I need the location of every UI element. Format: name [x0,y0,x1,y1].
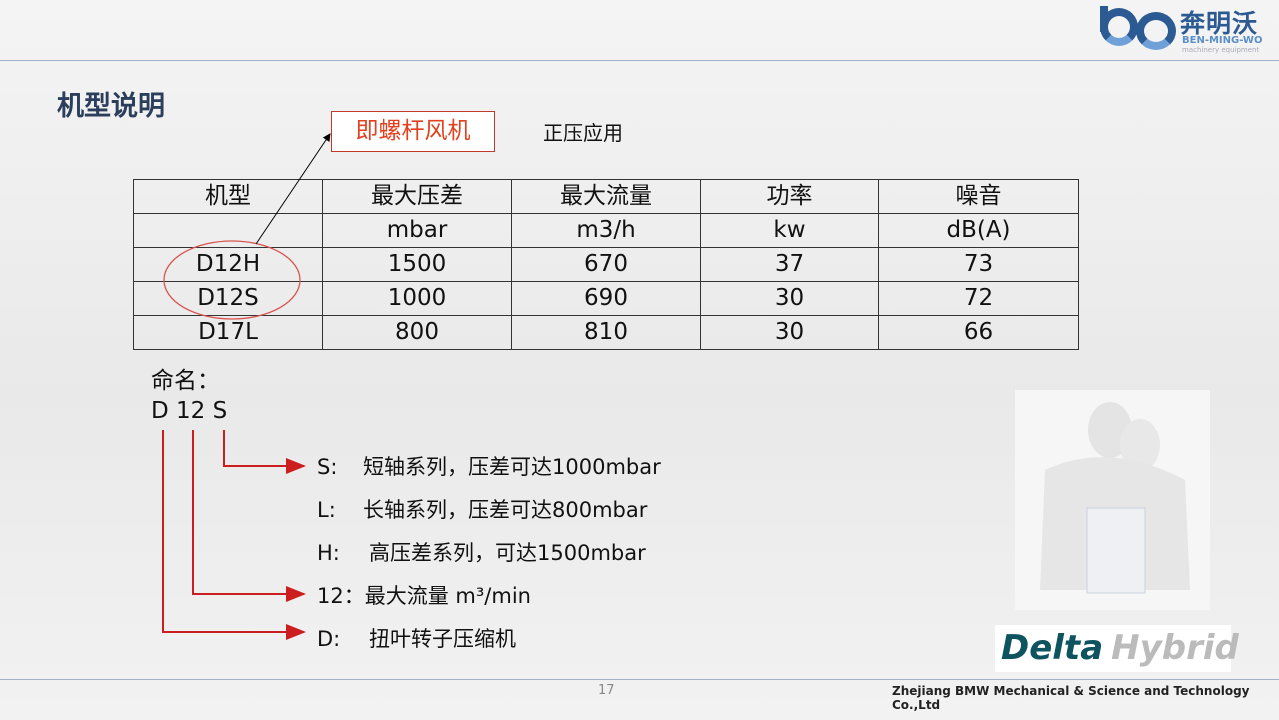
table-row: D12H 1500 670 37 73 [133,247,1079,282]
arrow-12 [192,430,306,602]
header-cell: 最大压差 [322,179,512,214]
unit-cell: mbar [322,213,512,248]
delta-hybrid-logo: Delta Hybrid [995,625,1239,672]
logo-en-text: BEN-MING-WO [1182,35,1263,46]
table-cell: 73 [878,247,1079,282]
specs-table: 机型 最大压差 最大流量 功率 噪音 mbar m3/h kw dB(A) D1… [133,179,1079,350]
legend-key: H: [317,541,340,565]
robot-image [1015,390,1210,610]
table-cell: D12S [133,281,323,316]
header-divider [0,60,1279,61]
table-cell: 690 [511,281,701,316]
table-cell: 72 [878,281,1079,316]
legend-item-s: S: 短轴系列，压差可达1000mbar [317,451,661,481]
company-name: Zhejiang BMW Mechanical & Science and Te… [892,684,1250,712]
header-cell: 最大流量 [511,179,701,214]
unit-cell: m3/h [511,213,701,248]
table-cell: 1000 [322,281,512,316]
naming-block: 命名： D 12 S [151,366,227,426]
legend-key: 12： [317,584,365,608]
callout-arrow [255,133,331,245]
header-cell: 功率 [700,179,879,214]
table-row: D17L 800 810 30 66 [133,315,1079,350]
logo-sub-text: machinery equipment [1182,46,1260,54]
slide-title: 机型说明 [57,91,165,122]
hybrid-text: Hybrid [1111,628,1239,668]
page-number: 17 [598,683,615,698]
table-cell: D17L [133,315,323,350]
arrow-s [223,430,306,474]
legend-item-l: L: 长轴系列，压差可达800mbar [317,494,647,524]
callout-box: 即螺杆风机 [331,111,495,152]
legend-item-12: 12：最大流量 m³/min [317,580,531,610]
highlight-ellipse [163,240,301,320]
legend-item-d: D: 扭叶转子压缩机 [317,623,516,653]
legend-key: D: [317,627,341,651]
delta-text: Delta [1001,628,1104,668]
table-cell: 66 [878,315,1079,350]
table-units-row: mbar m3/h kw dB(A) [133,213,1079,248]
header-cell: 机型 [133,179,323,214]
table-cell: 800 [322,315,512,350]
legend-key: S: [317,455,338,479]
logo-b-stem [1100,6,1108,32]
legend-text: 高压差系列，可达1500mbar [369,541,646,565]
table-row: D12S 1000 690 30 72 [133,281,1079,316]
application-note: 正压应用 [543,121,623,145]
legend-text: 最大流量 m³/min [364,584,531,608]
naming-label: 命名： [151,368,220,394]
legend-text: 扭叶转子压缩机 [369,627,516,651]
legend-item-h: H: 高压差系列，可达1500mbar [317,537,646,567]
table-cell: 670 [511,247,701,282]
table-cell: 810 [511,315,701,350]
logo-o-shape [1136,12,1176,50]
robot-illustration [1040,402,1190,594]
unit-cell [133,213,323,248]
legend-text: 短轴系列，压差可达1000mbar [363,455,661,479]
legend-text: 长轴系列，压差可达800mbar [363,498,648,522]
legend-key: L: [317,498,336,522]
table-cell: 1500 [322,247,512,282]
arrow-d [162,430,306,640]
company-logo: 奔明沃 BEN-MING-WO machinery equipment [1098,4,1276,56]
footer-divider [0,679,1279,680]
table-cell: 30 [700,281,879,316]
logo-cn-text: 奔明沃 [1180,9,1259,38]
naming-code: D 12 S [151,398,228,424]
